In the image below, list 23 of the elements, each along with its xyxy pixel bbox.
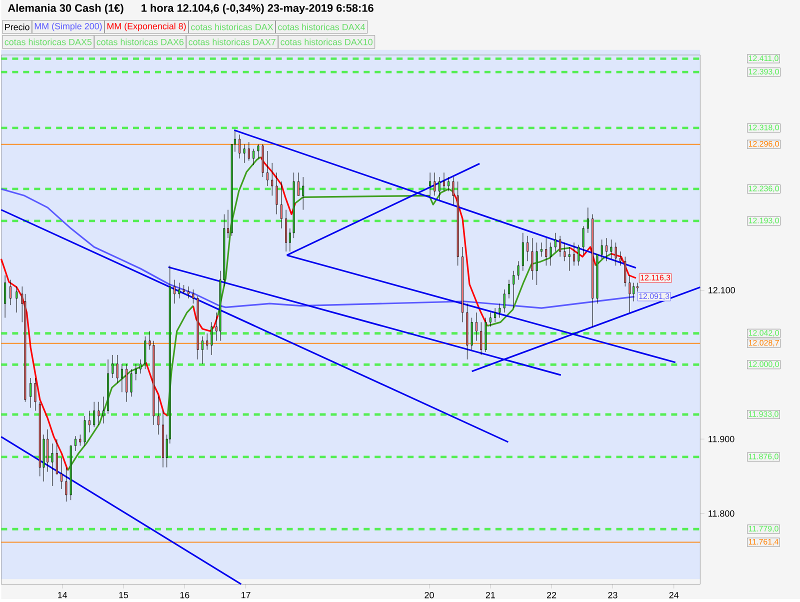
x-tick-label: 20 — [424, 592, 434, 599]
x-tick-label: 21 — [486, 592, 495, 598]
x-tick-label: 16 — [180, 592, 190, 599]
x-tick-label: 24 — [669, 592, 679, 598]
x-tick-label: 23 — [608, 592, 618, 599]
text: cotas historicas DAX10 — [280, 38, 372, 46]
chart-subtitle: 1 hora 12.104,6 (-0,34%) 23-may-2019 6:58:16 — [142, 4, 374, 14]
text: cotas historicas DAX4 — [278, 24, 366, 30]
text: cotas historicas DAX5 — [4, 38, 92, 46]
text: Precio — [5, 24, 30, 30]
y-tick-label: 12.100 — [708, 287, 735, 294]
text: cotas historicas DAX — [191, 24, 274, 30]
text: cotas historicas DAX6 — [96, 38, 184, 46]
text: MM (Exponencial 8) — [107, 22, 186, 32]
text: cotas historicas DAX7 — [188, 38, 276, 46]
x-tick-label: 17 — [242, 592, 250, 598]
chart-title: Alemania 30 Cash (1€) — [8, 4, 124, 14]
x-tick-label: 15 — [119, 592, 128, 598]
y-tick-label: 11.800 — [708, 510, 734, 517]
y-tick-label: 11.900 — [708, 436, 734, 442]
x-tick-label: 22 — [547, 592, 556, 598]
x-tick-label: 14 — [58, 592, 68, 598]
text: MM (Simple 200) — [34, 22, 102, 32]
